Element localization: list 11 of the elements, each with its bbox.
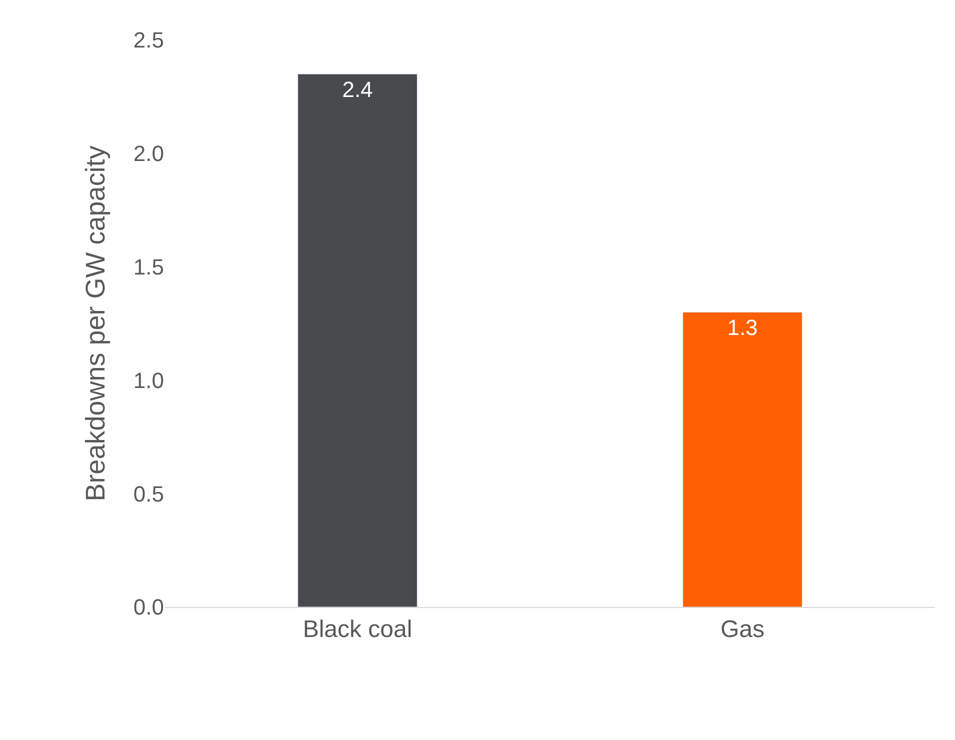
y-tick-label: 1.5 — [133, 254, 164, 280]
y-tick-label: 0.5 — [133, 481, 164, 506]
y-tick-label: 1.0 — [133, 368, 164, 393]
data-label: 2.4 — [342, 77, 373, 102]
y-axis-title: Breakdowns per GW capacity — [80, 145, 110, 502]
y-tick-label: 2.0 — [133, 141, 164, 166]
y-tick-label: 0.0 — [133, 594, 164, 620]
x-tick-label: Black coal — [302, 616, 412, 643]
y-tick-label: 2.5 — [133, 28, 164, 53]
data-label: 1.3 — [727, 315, 758, 340]
x-tick-label: Gas — [720, 616, 765, 643]
